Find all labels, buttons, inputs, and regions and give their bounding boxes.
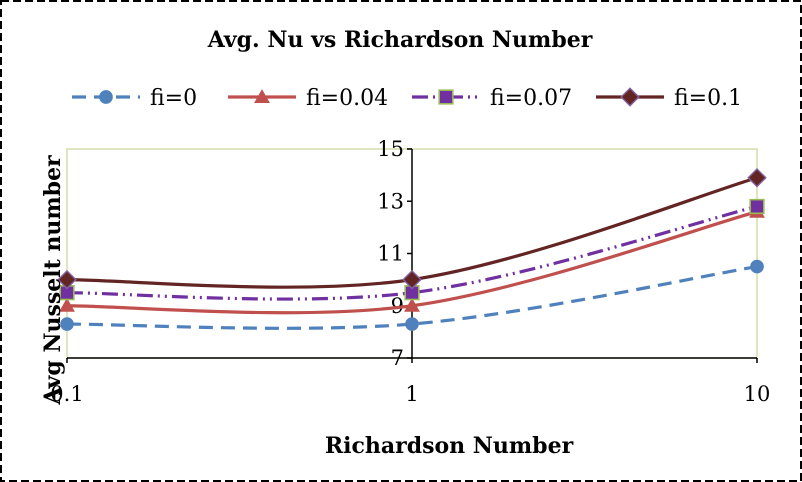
y-tick-label: 13 bbox=[377, 189, 404, 213]
y-tick-label: 9 bbox=[391, 294, 404, 318]
legend-swatch-marker bbox=[620, 87, 640, 107]
data-point bbox=[404, 297, 420, 312]
legend-item: fi=0.07 bbox=[412, 86, 572, 111]
legend-item: fi=0.1 bbox=[596, 86, 742, 111]
data-point bbox=[747, 167, 767, 188]
x-tick-label: 10 bbox=[744, 382, 771, 406]
legend-swatch-marker bbox=[99, 90, 113, 104]
legend-swatch-marker bbox=[438, 89, 454, 105]
x-tick-label: 1 bbox=[405, 382, 418, 406]
data-point bbox=[57, 269, 77, 290]
data-point bbox=[402, 269, 422, 290]
series-2 bbox=[59, 203, 765, 315]
chart-title: Avg. Nu vs Richardson Number bbox=[207, 27, 593, 53]
legend-swatch-marker bbox=[254, 89, 270, 104]
legend-label: fi=0 bbox=[150, 86, 197, 111]
legend-label: fi=0.1 bbox=[674, 86, 742, 111]
y-tick-label: 11 bbox=[377, 242, 404, 266]
data-point bbox=[59, 297, 75, 312]
y-tick-label: 15 bbox=[377, 137, 404, 161]
legend-label: fi=0.04 bbox=[306, 86, 388, 111]
data-point bbox=[749, 198, 765, 215]
x-tick-label: 0.1 bbox=[50, 382, 83, 406]
series-group bbox=[57, 167, 767, 331]
y-tick-label: 7 bbox=[391, 346, 404, 370]
x-axis-title: Richardson Number bbox=[325, 433, 574, 459]
legend: fi=0 fi=0.04 fi=0.07 fi=0.1 bbox=[72, 86, 742, 111]
data-point bbox=[405, 317, 419, 331]
data-point bbox=[60, 317, 74, 331]
data-point bbox=[750, 259, 764, 274]
legend-item: fi=0 bbox=[72, 86, 197, 111]
legend-item: fi=0.04 bbox=[228, 86, 388, 111]
axes: 7 9 11 13 15 0.1 1 10 bbox=[50, 137, 770, 406]
series-4 bbox=[57, 167, 767, 290]
series-1 bbox=[60, 259, 764, 331]
series-line bbox=[66, 204, 758, 301]
y-axis-title: Avg Nusselt number bbox=[40, 155, 66, 406]
legend-label: fi=0.07 bbox=[490, 86, 572, 111]
